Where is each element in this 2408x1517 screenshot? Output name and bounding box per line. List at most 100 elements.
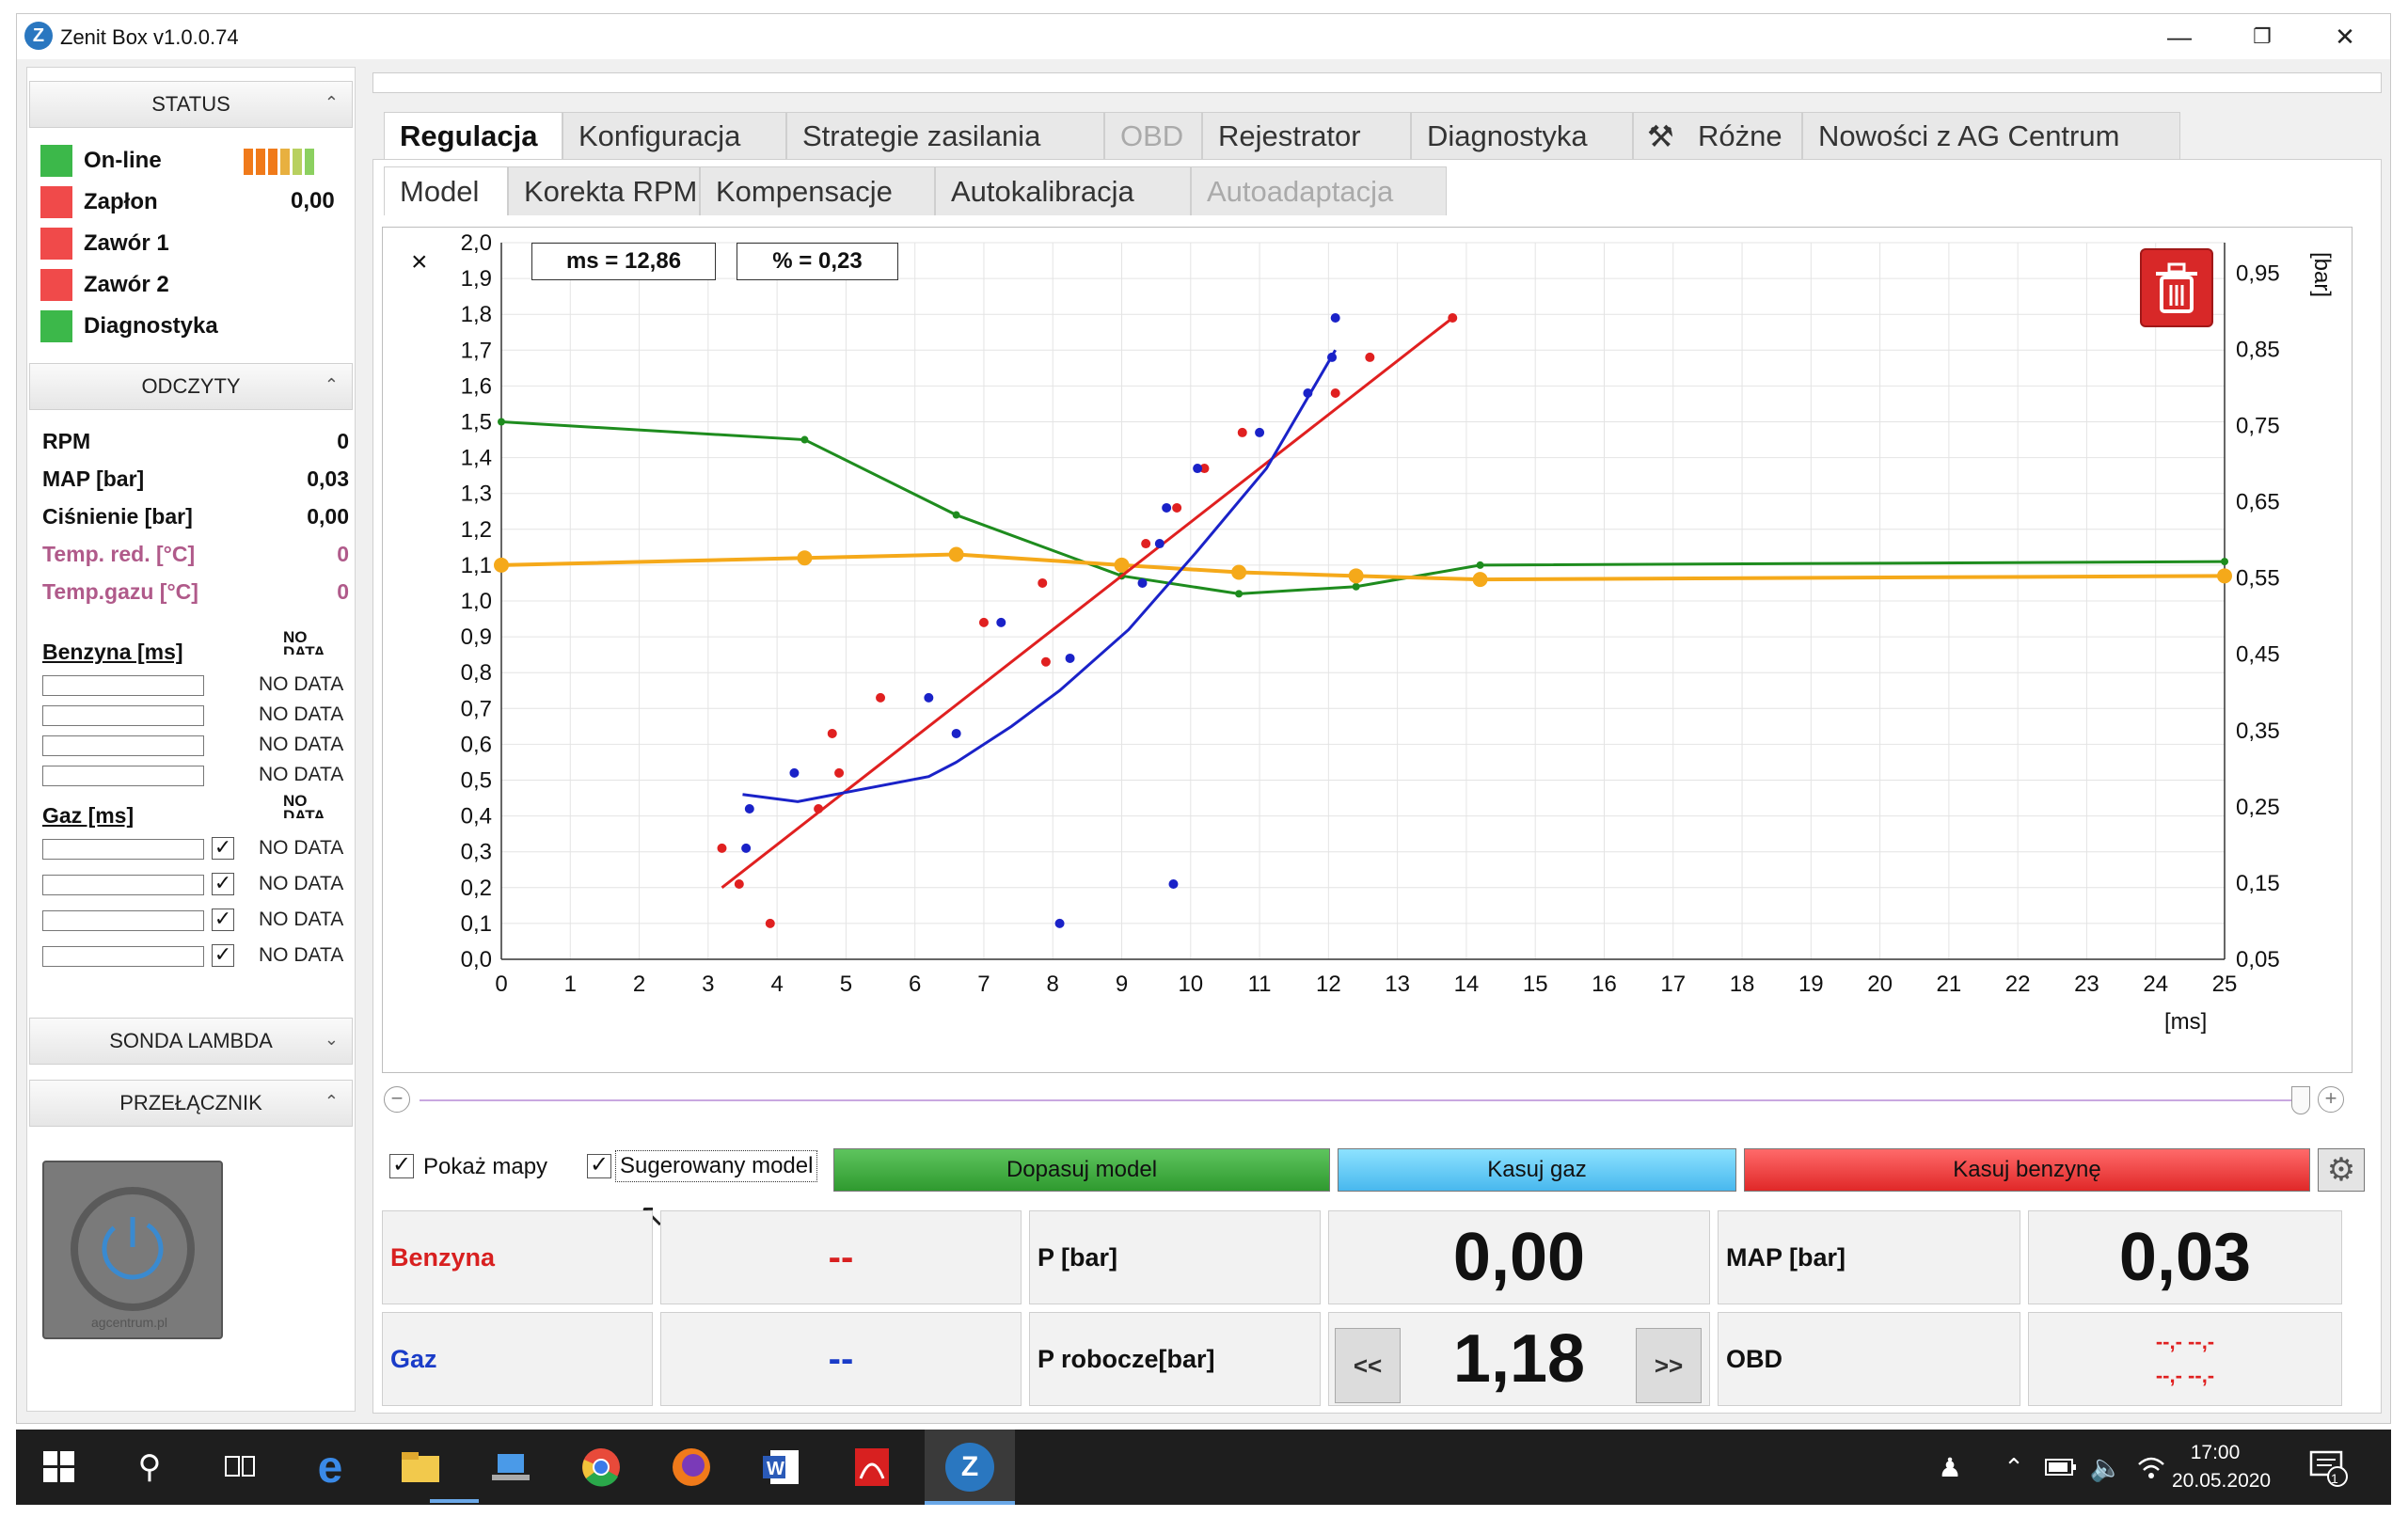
x-tick-label: 8 xyxy=(1047,972,1059,997)
blue-data-point xyxy=(1327,352,1338,362)
status-indicator xyxy=(40,186,72,218)
przelacznik-header[interactable]: PRZEŁĄCZNIK ⌃ xyxy=(29,1080,353,1127)
green-series-line-point xyxy=(952,511,960,519)
green-series-line-point xyxy=(1476,561,1484,569)
blue-data-point xyxy=(1154,539,1164,549)
tab-obd: OBD xyxy=(1104,112,1202,159)
obd-value-2: --,- --,- xyxy=(2155,1364,2215,1387)
word-icon[interactable]: W xyxy=(757,1443,806,1492)
wifi-icon[interactable] xyxy=(2127,1443,2176,1492)
chrome-icon[interactable] xyxy=(577,1443,626,1492)
pokaz-mapy-checkbox[interactable]: ✓ xyxy=(389,1154,414,1178)
x-tick-label: 14 xyxy=(1454,972,1480,997)
gaz-checkbox[interactable]: ✓ xyxy=(212,873,234,895)
trash-button[interactable] xyxy=(2140,248,2213,327)
x-tick-label: 10 xyxy=(1178,972,1203,997)
windows-start-icon[interactable] xyxy=(35,1443,84,1492)
model-chart[interactable]: 0 1 2 3 4 5 6 7 8 9 10 11 12 13 14 15 16 17 18 19 20 21 22 23 24… xyxy=(383,228,2352,1072)
kasuj-benzyne-button[interactable]: Kasuj benzynę xyxy=(1744,1148,2310,1192)
gaz-checkbox[interactable]: ✓ xyxy=(212,837,234,860)
zoom-out-icon[interactable]: − xyxy=(384,1086,410,1113)
orange-series-line-point xyxy=(948,546,964,562)
gaz-bar xyxy=(42,910,204,931)
restore-button[interactable]: ❐ xyxy=(2253,24,2272,48)
status-indicator xyxy=(40,310,72,342)
sugerowany-label: Sugerowany model xyxy=(615,1150,818,1182)
increase-button[interactable]: >> xyxy=(1636,1328,1702,1403)
close-button[interactable]: ✕ xyxy=(2335,22,2355,51)
zoom-in-icon[interactable]: + xyxy=(2318,1086,2344,1113)
y-tick-label: 0,4 xyxy=(461,804,492,830)
reading-value: 0 xyxy=(337,578,349,604)
tab-diagnostyka[interactable]: Diagnostyka xyxy=(1411,112,1633,159)
people-icon[interactable]: ♟ xyxy=(1938,1452,1962,1482)
clock-date: 20.05.2020 xyxy=(2172,1470,2272,1492)
tab-nowosci[interactable]: Nowości z AG Centrum xyxy=(1802,112,2180,159)
tab-rejestrator[interactable]: Rejestrator xyxy=(1202,112,1411,159)
power-switch-button[interactable]: agcentrum.pl xyxy=(42,1161,223,1339)
red-data-point xyxy=(978,617,989,627)
search-icon[interactable]: ⚲ xyxy=(137,1449,162,1485)
kasuj-gaz-button[interactable]: Kasuj gaz xyxy=(1338,1148,1736,1192)
sugerowany-checkbox[interactable]: ✓ xyxy=(587,1154,611,1178)
tab-strategie[interactable]: Strategie zasilania xyxy=(786,112,1104,159)
y2-tick-label: 0,85 xyxy=(2236,337,2280,362)
reading-label: RPM xyxy=(42,428,91,453)
firefox-icon[interactable] xyxy=(667,1443,716,1492)
sonda-lambda-header[interactable]: SONDA LAMBDA ⌄ xyxy=(29,1018,353,1065)
reading-value: 0,03 xyxy=(307,466,349,491)
blue-data-point xyxy=(924,692,934,703)
tab-konfiguracja[interactable]: Konfiguracja xyxy=(562,112,786,159)
status-zaplon: Zapłon xyxy=(40,186,158,218)
status-online: On-line xyxy=(40,145,162,177)
subtab-autokalibracja[interactable]: Autokalibracja xyxy=(935,166,1191,215)
tab-rozne[interactable]: ⚒ Różne xyxy=(1633,112,1802,159)
slider-track xyxy=(420,1099,2310,1101)
task-view-icon[interactable] xyxy=(215,1443,264,1492)
gaz-checkbox[interactable]: ✓ xyxy=(212,909,234,931)
decrease-button[interactable]: << xyxy=(1335,1328,1401,1403)
nodata-label: NO DATA xyxy=(259,837,344,859)
zenit-taskbar-button[interactable]: Z xyxy=(925,1430,1015,1505)
status-header-label: STATUS xyxy=(151,92,230,116)
y-tick-label: 1,5 xyxy=(461,410,492,435)
network-app-icon[interactable] xyxy=(486,1443,535,1492)
odczyty-header[interactable]: ODCZYTY ⌃ xyxy=(29,363,353,410)
settings-button[interactable]: ⚙ xyxy=(2318,1148,2365,1192)
status-label: Zawór 1 xyxy=(84,230,169,256)
red-data-point xyxy=(734,878,744,889)
notification-icon[interactable]: 1 xyxy=(2304,1443,2353,1492)
y2-tick-label: 0,75 xyxy=(2236,414,2280,439)
slider-handle[interactable] xyxy=(2291,1086,2310,1114)
file-explorer-icon[interactable] xyxy=(396,1443,445,1492)
status-header[interactable]: STATUS ⌃ xyxy=(29,81,353,128)
system-clock[interactable]: 17:00 20.05.2020 xyxy=(2172,1439,2272,1495)
tab-regulacja[interactable]: Regulacja xyxy=(384,112,562,159)
nodata-label: NO DATA xyxy=(259,703,344,725)
green-series-line-point xyxy=(800,435,809,444)
green-series-line-point xyxy=(1235,590,1244,598)
acrobat-icon[interactable] xyxy=(848,1443,896,1492)
speaker-icon[interactable]: 🔈 xyxy=(2089,1452,2123,1482)
subtab-korekta-rpm[interactable]: Korekta RPM xyxy=(508,166,700,215)
red-data-point xyxy=(827,728,837,738)
sonda-header-label: SONDA LAMBDA xyxy=(109,1029,273,1052)
blue-data-point xyxy=(741,843,752,853)
gaz-checkbox[interactable]: ✓ xyxy=(212,944,234,967)
zoom-slider[interactable]: − + xyxy=(382,1079,2353,1120)
gaz-label: Gaz xyxy=(382,1312,653,1406)
y2-tick-label: 0,35 xyxy=(2236,719,2280,744)
minimize-button[interactable]: — xyxy=(2167,22,2192,51)
dopasuj-model-button[interactable]: Dopasuj model xyxy=(833,1148,1330,1192)
x-tick-label: 11 xyxy=(1248,972,1272,997)
battery-icon[interactable] xyxy=(2036,1443,2085,1492)
edge-icon[interactable]: e xyxy=(317,1442,343,1493)
benzyna-value: -- xyxy=(660,1210,1022,1304)
nodata-label: NO DATA xyxy=(259,734,344,755)
subtab-kompensacje[interactable]: Kompensacje xyxy=(700,166,935,215)
chevron-up-icon[interactable]: ⌃ xyxy=(2004,1452,2024,1481)
blue-data-point xyxy=(744,803,754,814)
subtab-model[interactable]: Model xyxy=(384,166,508,215)
x-tick-label: 19 xyxy=(1798,972,1824,997)
progress-strip xyxy=(372,72,2382,93)
